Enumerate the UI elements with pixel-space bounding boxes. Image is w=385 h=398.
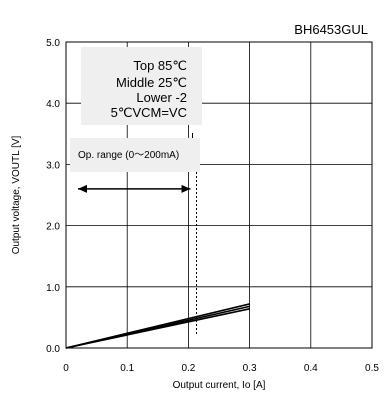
series-line [65, 308, 250, 349]
x-tick-label: 0.5 [365, 363, 379, 374]
legend-entry: Top 85℃ [133, 58, 187, 73]
y-tick-label: 4.0 [46, 99, 60, 110]
y-axis-label: Output voltage, VOUTL [V] [11, 135, 22, 254]
x-tick-label: 0.1 [120, 363, 134, 374]
legend-entry: Lower -2 [136, 90, 187, 105]
x-tick-label: 0.2 [181, 363, 195, 374]
y-tick-label: 0.0 [46, 344, 60, 355]
legend-entry: 5℃VCM=VC [111, 105, 187, 120]
op-range-label: Op. range (0～200mA) [78, 150, 179, 161]
series-group [65, 303, 250, 349]
op-range-arrow-left [78, 184, 87, 193]
op-range-annotation: Op. range (0～200mA) [70, 133, 200, 335]
x-tick-label: 0 [63, 363, 69, 374]
legend-entry: Middle 25℃ [116, 75, 187, 90]
x-tick-label: 0.4 [304, 363, 318, 374]
plot-frame [65, 41, 373, 349]
op-range-arrow-right [181, 184, 191, 193]
legend-box [81, 47, 202, 125]
part-number: BH6453GUL [294, 22, 368, 37]
x-tick-label: 0.3 [243, 363, 257, 374]
op-range-box [70, 138, 200, 172]
x-axis-label: Output current, Io [A] [173, 380, 266, 391]
y-tick-label: 5.0 [46, 38, 60, 49]
y-tick-label: 3.0 [46, 160, 60, 171]
y-tick-labels: 0.0 1.0 2.0 3.0 4.0 5.0 [46, 38, 60, 355]
y-tick-label: 2.0 [46, 222, 60, 233]
y-tick-label: 1.0 [46, 283, 60, 294]
x-tick-labels: 0 0.1 0.2 0.3 0.4 0.5 [63, 363, 379, 374]
